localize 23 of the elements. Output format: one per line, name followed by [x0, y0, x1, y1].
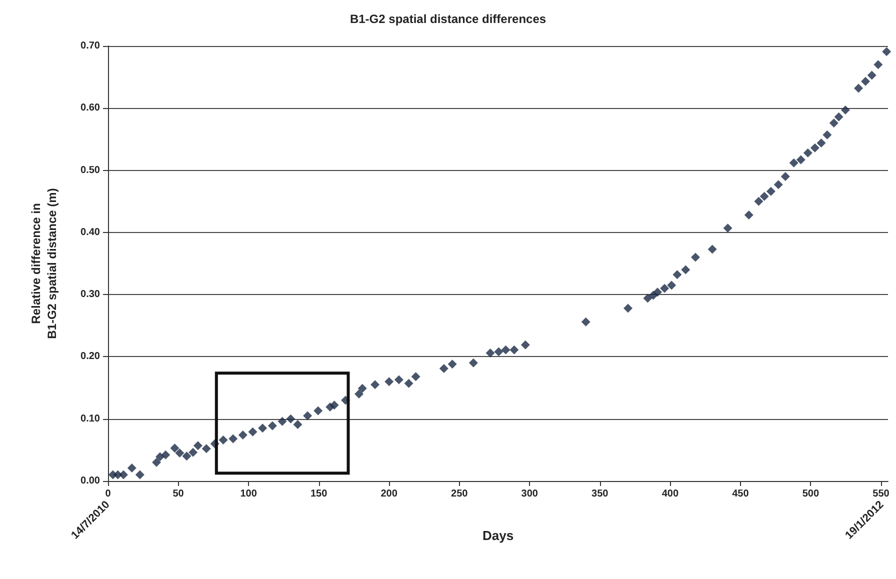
x-tick-label: 450 [732, 488, 750, 500]
x-tick-label: 50 [172, 488, 184, 500]
y-tick-label: 0.40 [80, 226, 100, 238]
y-tick-label: 0.10 [80, 413, 100, 424]
x-tick-label: 350 [592, 488, 609, 500]
x-tick-label: 550 [872, 488, 890, 500]
x-tick-label: 200 [380, 488, 398, 500]
x-tick-label: 100 [240, 488, 258, 500]
x-tick-label: 300 [521, 488, 538, 500]
x-tick-label: 250 [451, 488, 468, 500]
y-tick-label: 0.70 [80, 40, 100, 52]
x-axis-title: Days [482, 528, 514, 543]
chart-title: B1-G2 spatial distance differences [350, 12, 546, 26]
x-tick-label: 0 [105, 488, 112, 500]
y-tick-label: 0.60 [80, 102, 100, 114]
x-tick-label: 400 [662, 488, 679, 500]
y-tick-label: 0.20 [80, 351, 100, 362]
y-tick-label: 0.00 [80, 476, 100, 486]
x-tick-label: 500 [802, 488, 820, 500]
x-tick-label: 150 [310, 488, 328, 500]
y-tick-label: 0.30 [80, 289, 100, 300]
y-axis-title: Relative difference in B1-G2 spatial distance (m) [29, 188, 59, 339]
y-tick-label: 0.50 [80, 164, 100, 176]
